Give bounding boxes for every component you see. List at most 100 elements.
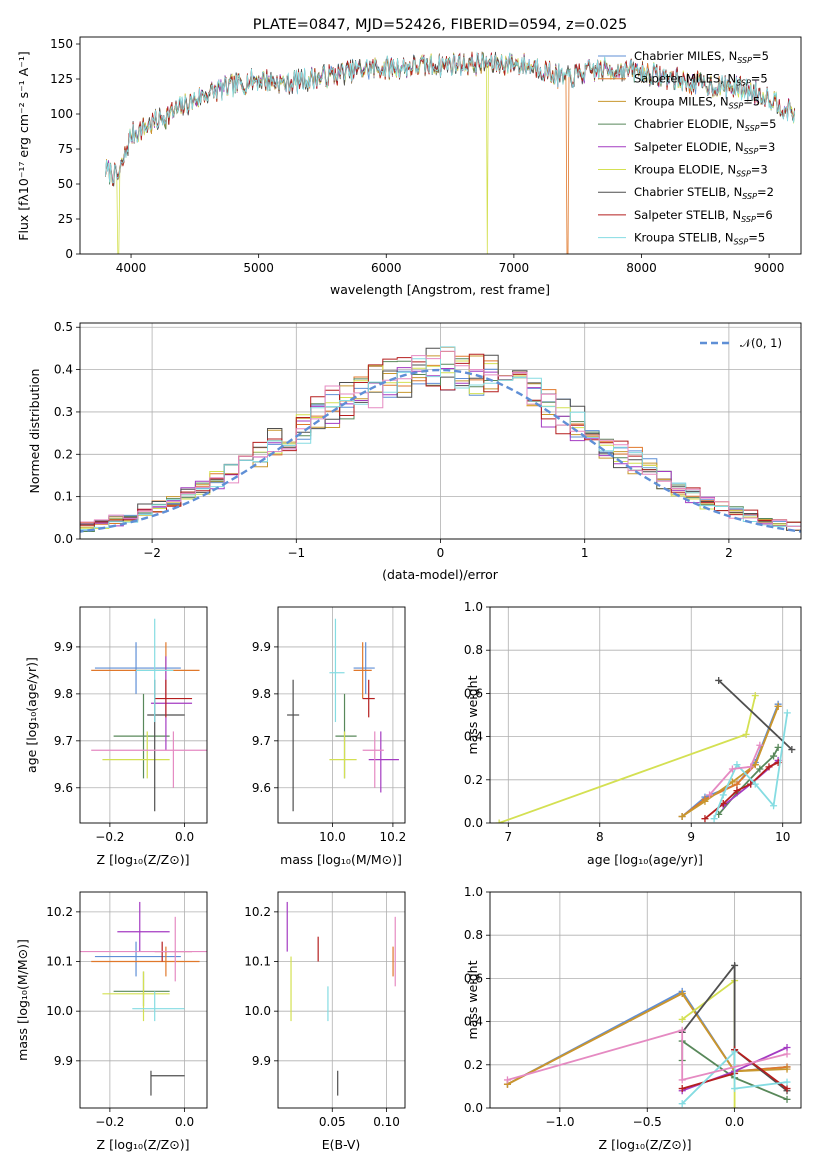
legend-count: =3 xyxy=(751,163,768,177)
mass-vs-ebv-panel: 0.05 0.10 9.9 10.0 10.1 10.2 E(B-V) xyxy=(244,891,406,1152)
legend-subscript: SSP xyxy=(729,101,744,110)
legend-subscript: SSP xyxy=(744,147,759,156)
y-tick-label: 9.9 xyxy=(54,1054,73,1068)
legend-subscript: SSP xyxy=(734,238,749,247)
mass-weight-marker xyxy=(678,1100,686,1108)
mass-weight-marker xyxy=(733,787,741,795)
normal-reference-legend-label: 𝒩(0, 1) xyxy=(740,336,782,350)
legend-count: =5 xyxy=(748,231,765,245)
mass-weight-marker xyxy=(770,802,778,810)
x-tick-label: 1 xyxy=(581,546,589,560)
mass-weight-marker xyxy=(678,1085,686,1093)
mass-weight-line-7 xyxy=(704,761,779,820)
x-tick-label: 7000 xyxy=(499,261,530,275)
y-tick-label: 0.2 xyxy=(464,773,483,787)
spectrum-ylabel: Flux [fλ10⁻¹⁷ erg cm⁻² s⁻¹ A⁻¹] xyxy=(16,51,31,240)
y-tick-label: 10.1 xyxy=(46,955,73,969)
legend-count: =6 xyxy=(756,208,773,222)
mass-weight-marker xyxy=(719,791,727,799)
age-vs-mass-panel: 10.0 10.2 9.6 9.7 9.8 9.9 mass [log₁₀(M/M⊙)] xyxy=(252,606,407,867)
spectrum-xlabel: wavelength [Angstrom, rest frame] xyxy=(330,282,550,297)
y-tick-label: 75 xyxy=(58,142,73,156)
legend-label: Kroupa STELIB, NSSP=5 xyxy=(634,231,765,247)
mass-weight-marker xyxy=(783,1065,791,1073)
legend-subscript: SSP xyxy=(745,124,760,133)
x-tick-label: 0.0 xyxy=(175,1115,194,1129)
mass-weight-marker xyxy=(774,743,782,751)
mass-weight-marker xyxy=(783,709,791,717)
mass-weight-marker xyxy=(701,815,709,823)
mass-vs-metallicity-ylabel: mass [log₁₀(M/M⊙)] xyxy=(15,939,30,1061)
legend-label: Chabrier STELIB, NSSP=2 xyxy=(634,185,774,201)
y-tick-label: 0.0 xyxy=(464,816,483,830)
y-tick-label: 10.0 xyxy=(46,1004,73,1018)
mass-weight-vs-age-ylabel: mass weight xyxy=(465,675,480,754)
mass-weight-vs-metallicity-frame xyxy=(489,891,802,1109)
mass-weight-marker xyxy=(783,1050,791,1058)
mass-vs-metallicity-frame xyxy=(79,891,208,1109)
mass-weight-marker xyxy=(678,1076,686,1084)
x-tick-label: 8 xyxy=(596,830,604,844)
age-vs-mass-xlabel: mass [log₁₀(M/M⊙)] xyxy=(280,852,402,867)
x-tick-label: 10 xyxy=(775,830,790,844)
x-tick-label: 6000 xyxy=(371,261,402,275)
legend-count: =2 xyxy=(757,185,774,199)
x-tick-label: −0.5 xyxy=(633,1115,662,1129)
mass-weight-vs-metallicity-ylabel: mass weight xyxy=(465,960,480,1039)
mass-weight-marker xyxy=(756,741,764,749)
x-tick-label: 0.0 xyxy=(725,1115,744,1129)
mass-weight-marker xyxy=(751,780,759,788)
y-tick-label: 9.8 xyxy=(252,687,271,701)
mass-weight-marker xyxy=(733,780,741,788)
y-tick-label: 0.5 xyxy=(54,320,73,334)
y-tick-label: 0.4 xyxy=(54,363,73,377)
y-tick-label: 0.3 xyxy=(54,405,73,419)
mass-weight-marker xyxy=(701,797,709,805)
y-tick-label: 10.2 xyxy=(244,905,271,919)
mass-weight-marker xyxy=(678,1015,686,1023)
y-tick-label: 10.2 xyxy=(46,905,73,919)
y-tick-label: 10.1 xyxy=(244,955,271,969)
x-tick-label: 9 xyxy=(687,830,695,844)
y-tick-label: 125 xyxy=(50,72,73,86)
legend-count: =5 xyxy=(743,94,760,108)
y-tick-label: 9.6 xyxy=(54,781,73,795)
histogram-xlabel: (data-model)/error xyxy=(382,567,499,582)
mass-weight-marker xyxy=(678,813,686,821)
legend-label: Salpeter MILES, NSSP=5 xyxy=(634,72,768,88)
mass-weight-vs-age-panel: 7 8 9 10 0.0 0.2 0.4 0.6 0.8 1.0 age [log₁₀(age/y… xyxy=(464,600,802,867)
x-tick-label: 9000 xyxy=(754,261,785,275)
mass-vs-metallicity-panel: −0.2 0.0 9.9 10.0 10.1 10.2 Z [log₁₀(Z/Z⊙)] m… xyxy=(15,891,208,1152)
x-tick-label: −2 xyxy=(143,546,161,560)
x-tick-label: −1 xyxy=(287,546,305,560)
mass-weight-marker xyxy=(788,746,796,754)
x-tick-label: −0.2 xyxy=(95,830,124,844)
y-tick-label: 1.0 xyxy=(464,885,483,899)
y-tick-label: 0.6 xyxy=(464,686,483,700)
histogram-ylabel: Normed distribution xyxy=(27,369,42,494)
legend-subscript: SSP xyxy=(736,79,751,88)
y-tick-label: 150 xyxy=(50,37,73,51)
mass-weight-line-8 xyxy=(681,1049,788,1105)
x-tick-label: 0.10 xyxy=(373,1115,400,1129)
x-tick-label: 4000 xyxy=(116,261,147,275)
mass-weight-marker xyxy=(747,763,755,771)
y-tick-label: 1.0 xyxy=(464,600,483,614)
y-tick-label: 0.0 xyxy=(464,1101,483,1115)
spectrum-line-8 xyxy=(105,51,795,184)
mass-weight-line-5 xyxy=(498,695,757,823)
mass-weight-marker xyxy=(731,1048,739,1056)
mass-weight-marker xyxy=(710,815,718,823)
legend-count: =3 xyxy=(758,140,775,154)
y-tick-label: 25 xyxy=(58,212,73,226)
mass-weight-line-9 xyxy=(708,744,761,796)
histogram-series-9 xyxy=(80,350,801,530)
y-tick-label: 9.9 xyxy=(54,640,73,654)
y-tick-label: 0.8 xyxy=(464,928,483,942)
y-tick-label: 9.9 xyxy=(252,1054,271,1068)
legend-label: Kroupa ELODIE, NSSP=3 xyxy=(634,163,768,179)
x-tick-label: 10.2 xyxy=(380,830,407,844)
mass-weight-marker xyxy=(783,1078,791,1086)
mass-weight-marker xyxy=(783,1095,791,1103)
legend-subscript: SSP xyxy=(737,56,752,65)
